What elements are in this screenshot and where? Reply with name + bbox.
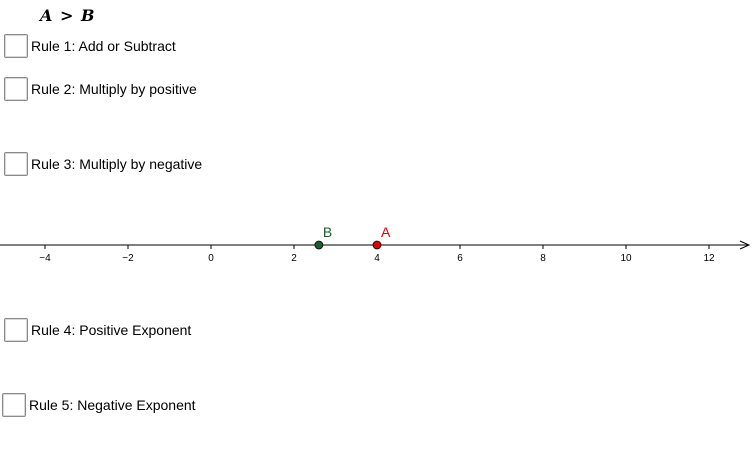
axis-ticks: −4 −2 0 2 4 6 8 10 12 <box>39 245 715 264</box>
rule-3-label: Rule 3: Multiply by negative <box>31 156 203 172</box>
rule-1-label: Rule 1: Add or Subtract <box>31 38 176 54</box>
tick-label: 12 <box>703 253 715 264</box>
tick-label: 10 <box>620 253 632 264</box>
rule-5[interactable]: Rule 5: Negative Exponent <box>2 393 196 417</box>
page-title: A > B <box>40 6 96 25</box>
point-label-a: A <box>381 224 391 240</box>
rule-4-label: Rule 4: Positive Exponent <box>31 322 192 338</box>
point-a[interactable] <box>372 240 382 250</box>
rule-3-checkbox[interactable] <box>4 152 28 176</box>
rule-1-checkbox[interactable] <box>4 34 28 58</box>
point-label-b: B <box>323 224 332 240</box>
rule-1[interactable]: Rule 1: Add or Subtract <box>4 34 176 58</box>
point-b[interactable] <box>314 240 324 250</box>
tick-label: 0 <box>208 253 214 264</box>
axis-arrow-icon <box>739 240 751 250</box>
rule-4[interactable]: Rule 4: Positive Exponent <box>4 318 191 342</box>
tick-label: −2 <box>122 253 134 264</box>
rule-5-label: Rule 5: Negative Exponent <box>29 397 196 413</box>
tick-label: 4 <box>374 253 380 264</box>
rule-2[interactable]: Rule 2: Multiply by positive <box>4 77 197 101</box>
rule-3[interactable]: Rule 3: Multiply by negative <box>4 152 202 176</box>
tick-label: −4 <box>39 253 51 264</box>
rule-4-checkbox[interactable] <box>4 318 28 342</box>
rule-2-label: Rule 2: Multiply by positive <box>31 81 197 97</box>
rule-5-checkbox[interactable] <box>2 393 26 417</box>
tick-label: 2 <box>291 253 297 264</box>
rule-2-checkbox[interactable] <box>4 77 28 101</box>
tick-label: 8 <box>540 253 546 264</box>
tick-label: 6 <box>457 253 463 264</box>
